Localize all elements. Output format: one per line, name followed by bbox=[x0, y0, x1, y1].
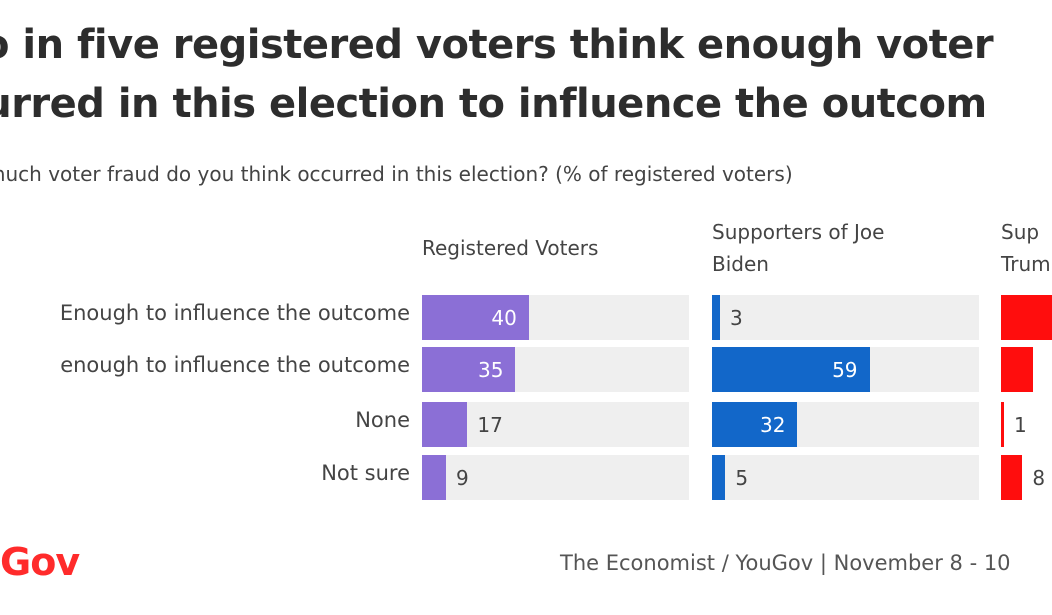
bar-value-label: 17 bbox=[477, 412, 503, 437]
bar-track: 8 bbox=[1001, 455, 1052, 500]
bar-trump-supporters bbox=[1001, 402, 1004, 447]
bar-biden-supporters bbox=[712, 347, 870, 392]
bar-value-label: 59 bbox=[832, 357, 858, 382]
bar-value-label: 3 bbox=[730, 305, 743, 330]
bar-track: 32 bbox=[712, 402, 979, 447]
bar-track: 35 bbox=[422, 347, 689, 392]
bar-value-label: 5 bbox=[735, 465, 749, 490]
chart-title-line-1: o in five registered voters think enough… bbox=[0, 22, 994, 68]
bar-registered-voters bbox=[422, 402, 468, 447]
series-header-registered-voters: Registered Voters bbox=[422, 236, 599, 260]
bar-biden-supporters bbox=[712, 455, 726, 500]
bar-track bbox=[1001, 347, 1052, 392]
bar-trump-supporters bbox=[1001, 455, 1023, 500]
bar-biden-supporters bbox=[712, 295, 720, 340]
bar-track: 59 bbox=[712, 347, 979, 392]
source-note: The Economist / YouGov | November 8 - 10 bbox=[560, 551, 1011, 575]
chart-subtitle: much voter fraud do you think occurred i… bbox=[0, 162, 793, 186]
chart-title: o in five registered voters think enough… bbox=[0, 16, 994, 134]
series-header-biden-supporters: Supporters of Joe Biden bbox=[712, 220, 885, 276]
bar-track: 9 bbox=[422, 455, 689, 500]
bar-value-label: 35 bbox=[478, 357, 504, 382]
yougov-logo: uGov bbox=[0, 540, 80, 584]
bar-value-label: 40 bbox=[491, 305, 517, 330]
category-label: Enough to influence the outcome bbox=[59, 301, 410, 325]
category-label: Not sure bbox=[321, 461, 410, 485]
bar-track: 17 bbox=[422, 402, 689, 447]
category-label: None bbox=[355, 408, 410, 432]
bar-value-label: 9 bbox=[456, 465, 469, 490]
category-label: enough to influence the outcome bbox=[60, 353, 410, 377]
bar-track: 1 bbox=[1001, 402, 1052, 447]
bar-trump-supporters bbox=[1001, 347, 1033, 392]
bar-trump-supporters bbox=[1001, 295, 1052, 340]
bar-value-label: 1 bbox=[1014, 412, 1027, 437]
bar-value-label: 8 bbox=[1032, 465, 1046, 490]
bar-registered-voters bbox=[422, 455, 447, 500]
series-header-trump-supporters: Sup Trum bbox=[1001, 220, 1051, 276]
bar-registered-voters bbox=[422, 347, 516, 392]
bar-track bbox=[1001, 295, 1052, 340]
bar-track: 3 bbox=[712, 295, 979, 340]
bar-value-label: 32 bbox=[760, 412, 786, 437]
bar-registered-voters bbox=[422, 295, 529, 340]
bar-track: 5 bbox=[712, 455, 979, 500]
chart-title-line-2: curred in this election to influence the… bbox=[0, 81, 987, 127]
bar-biden-supporters bbox=[712, 402, 798, 447]
bar-track: 40 bbox=[422, 295, 689, 340]
